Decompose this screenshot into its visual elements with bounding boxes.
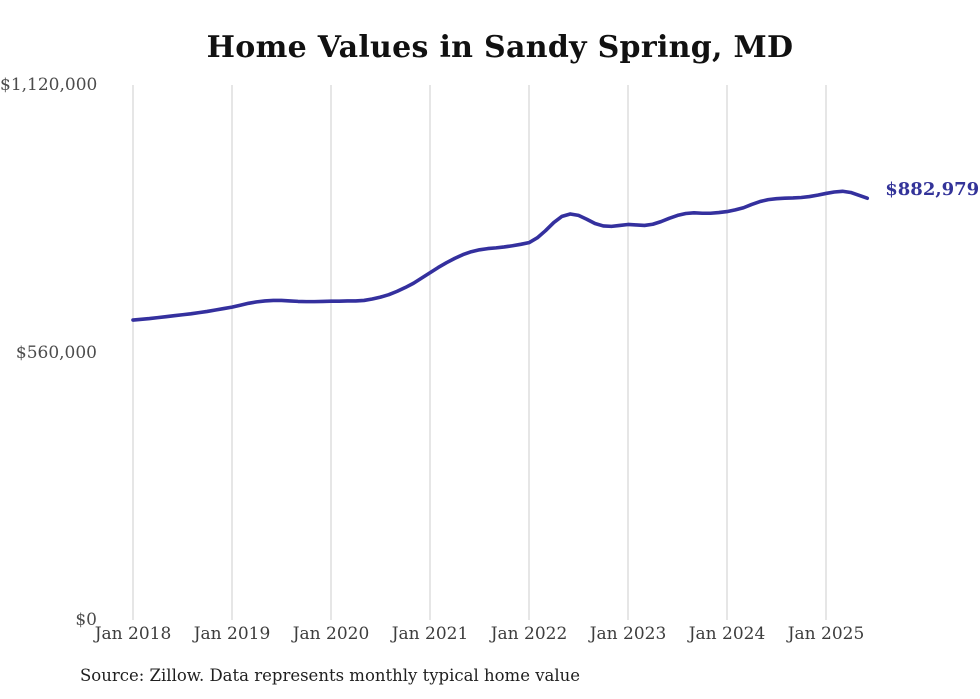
x-tick-label: Jan 2022 bbox=[490, 624, 568, 644]
y-tick-label: $1,120,000 bbox=[0, 75, 98, 95]
x-tick-label: Jan 2019 bbox=[193, 624, 271, 644]
latest-value-label: $882,979 bbox=[885, 179, 980, 201]
gridlines bbox=[132, 85, 827, 620]
source-note: Source: Zillow. Data represents monthly … bbox=[80, 666, 581, 685]
chart-title: Home Values in Sandy Spring, MD bbox=[206, 30, 794, 65]
x-tick-label: Jan 2025 bbox=[787, 624, 865, 644]
x-tick-label: Jan 2020 bbox=[292, 624, 370, 644]
x-tick-label: Jan 2023 bbox=[589, 624, 667, 644]
y-tick-label: $560,000 bbox=[15, 342, 97, 363]
x-tick-label: Jan 2018 bbox=[94, 624, 172, 644]
x-tick-label: Jan 2024 bbox=[688, 624, 766, 644]
x-tick-label: Jan 2021 bbox=[391, 624, 469, 644]
home-value-line bbox=[131, 189, 870, 322]
y-tick-label: $0 bbox=[75, 610, 97, 630]
